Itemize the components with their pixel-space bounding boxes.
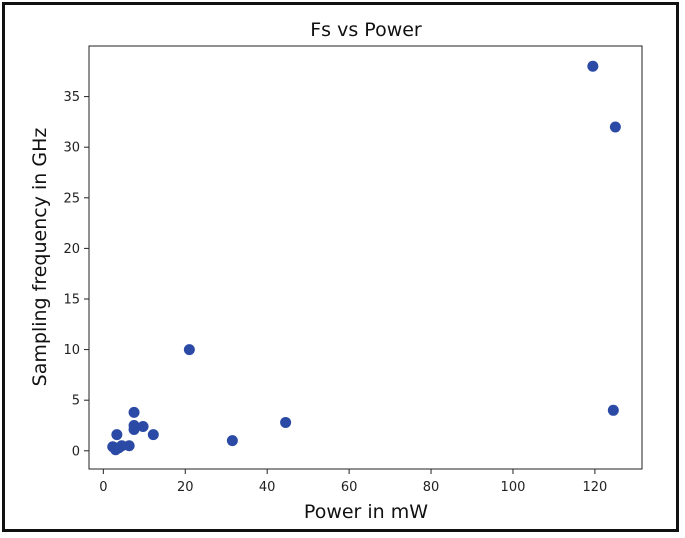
x-tick-label: 20 xyxy=(177,480,194,495)
y-tick-label: 30 xyxy=(63,141,80,156)
data-point xyxy=(128,424,140,436)
y-tick-label: 10 xyxy=(63,343,80,358)
y-axis: 0 5 10 15 20 25 30 35 xyxy=(63,90,89,459)
data-point xyxy=(147,429,159,441)
chart-title: Fs vs Power xyxy=(310,19,422,41)
y-tick-label: 35 xyxy=(63,90,80,105)
data-point xyxy=(183,344,195,356)
y-tick-label: 25 xyxy=(63,191,80,206)
y-tick-label: 15 xyxy=(63,292,80,307)
data-point xyxy=(137,420,149,432)
x-tick-label: 100 xyxy=(501,480,526,495)
x-tick-label: 0 xyxy=(99,480,107,495)
x-axis-label: Power in mW xyxy=(304,501,428,523)
x-tick-label: 80 xyxy=(423,480,440,495)
data-points xyxy=(107,60,621,456)
x-tick-label: 40 xyxy=(259,480,276,495)
x-tick-label: 120 xyxy=(582,480,607,495)
data-point xyxy=(587,60,599,72)
data-point xyxy=(113,442,125,454)
data-point xyxy=(280,416,292,428)
data-point xyxy=(226,435,238,447)
y-tick-label: 0 xyxy=(72,444,80,459)
y-axis-label: Sampling frequency in GHz xyxy=(29,128,51,387)
y-tick-label: 20 xyxy=(63,242,80,257)
data-point xyxy=(609,121,621,133)
data-point xyxy=(607,404,619,416)
x-axis: 0 20 40 60 80 100 120 xyxy=(99,469,607,495)
x-tick-label: 60 xyxy=(341,480,358,495)
plot-area xyxy=(88,45,643,470)
data-point xyxy=(111,429,123,441)
data-point xyxy=(128,406,140,418)
y-tick-label: 5 xyxy=(72,394,80,409)
